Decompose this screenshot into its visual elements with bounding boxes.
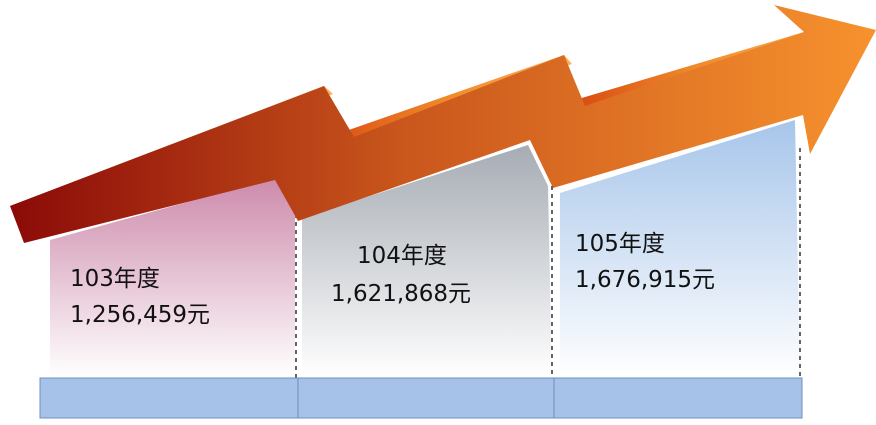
panel-105-year: 105年度: [575, 231, 665, 257]
panel-103-year: 103年度: [70, 266, 160, 292]
panel-104-year: 104年度: [357, 243, 447, 269]
panel-104-amount: 1,621,868元: [331, 281, 472, 307]
panel-103: [50, 178, 295, 378]
panel-103-amount: 1,256,459元: [70, 302, 211, 328]
panel-104-label: 104年度: [357, 238, 447, 274]
panel-104: [302, 145, 552, 378]
base-block-105: [553, 377, 803, 419]
panel-104-amount-label: 1,621,868元: [331, 276, 471, 312]
base-block-103: [39, 377, 299, 419]
panel-105-label: 105年度 1,676,915元: [575, 226, 715, 298]
panel-105: [560, 120, 800, 378]
growth-arrow: [10, 5, 876, 243]
panel-105-amount: 1,676,915元: [575, 267, 716, 293]
panel-103-label: 103年度 1,256,459元: [70, 261, 210, 333]
base-block-104: [297, 377, 555, 419]
